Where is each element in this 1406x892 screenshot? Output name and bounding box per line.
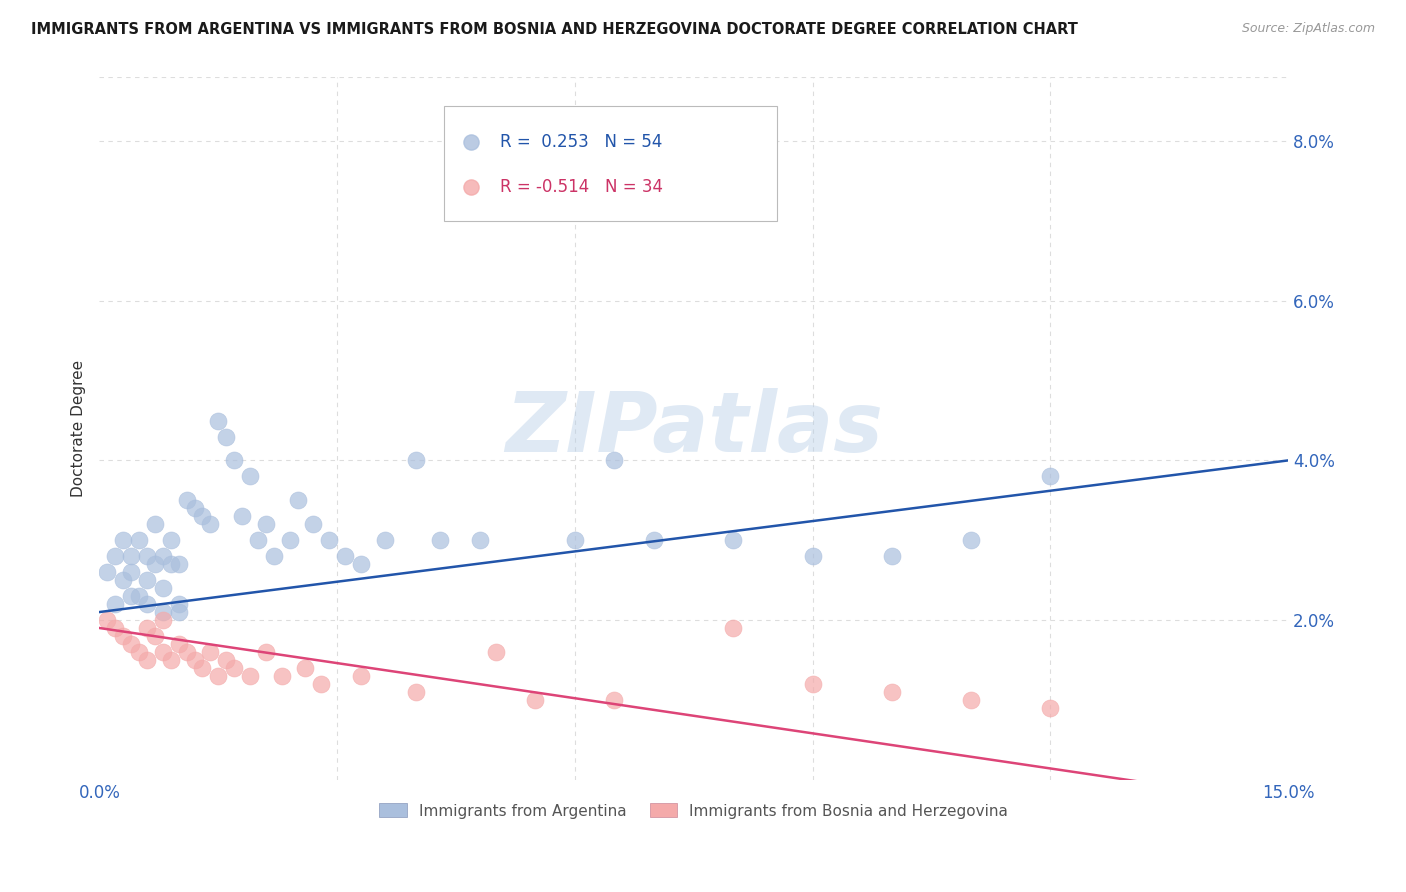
Point xyxy=(136,621,159,635)
Point xyxy=(318,533,340,548)
Point xyxy=(239,469,262,483)
Point xyxy=(143,517,166,532)
Point xyxy=(603,693,626,707)
Point xyxy=(167,605,190,619)
Point xyxy=(143,557,166,571)
Point xyxy=(239,669,262,683)
Point xyxy=(136,653,159,667)
Point xyxy=(564,533,586,548)
Point xyxy=(128,533,150,548)
Point xyxy=(960,693,983,707)
Point xyxy=(159,653,181,667)
Point xyxy=(136,549,159,564)
Point xyxy=(112,533,135,548)
Point xyxy=(159,557,181,571)
Point xyxy=(152,549,174,564)
Point xyxy=(405,685,427,699)
Point xyxy=(270,669,292,683)
Y-axis label: Doctorate Degree: Doctorate Degree xyxy=(72,360,86,497)
Point xyxy=(120,589,142,603)
Point xyxy=(333,549,356,564)
Point xyxy=(723,621,745,635)
Point xyxy=(374,533,396,548)
Point xyxy=(224,453,246,467)
Point xyxy=(723,533,745,548)
Point xyxy=(120,565,142,579)
Point xyxy=(120,637,142,651)
Point xyxy=(263,549,285,564)
Point xyxy=(468,533,491,548)
Point xyxy=(484,645,506,659)
Point xyxy=(880,549,903,564)
Point xyxy=(254,517,277,532)
Point xyxy=(128,645,150,659)
Point xyxy=(191,661,214,675)
Text: R = -0.514   N = 34: R = -0.514 N = 34 xyxy=(501,178,664,196)
Point xyxy=(207,669,229,683)
Text: ZIPatlas: ZIPatlas xyxy=(505,388,883,469)
Text: IMMIGRANTS FROM ARGENTINA VS IMMIGRANTS FROM BOSNIA AND HERZEGOVINA DOCTORATE DE: IMMIGRANTS FROM ARGENTINA VS IMMIGRANTS … xyxy=(31,22,1078,37)
Point xyxy=(350,669,373,683)
Point xyxy=(167,597,190,611)
Point xyxy=(231,509,253,524)
Point xyxy=(191,509,214,524)
Point xyxy=(246,533,269,548)
Text: R =  0.253   N = 54: R = 0.253 N = 54 xyxy=(501,133,662,151)
Point xyxy=(801,677,824,691)
Point xyxy=(224,661,246,675)
Point xyxy=(1039,700,1062,714)
Point xyxy=(176,645,198,659)
Point xyxy=(801,549,824,564)
FancyBboxPatch shape xyxy=(444,105,778,221)
Point xyxy=(524,693,547,707)
Point xyxy=(167,557,190,571)
Point xyxy=(159,533,181,548)
Point xyxy=(96,613,118,627)
Point xyxy=(200,517,222,532)
Point xyxy=(405,453,427,467)
Point xyxy=(152,581,174,595)
Point xyxy=(143,629,166,643)
Point xyxy=(96,565,118,579)
Point xyxy=(104,549,127,564)
Point xyxy=(1039,469,1062,483)
Point xyxy=(207,413,229,427)
Point xyxy=(643,533,665,548)
Point xyxy=(112,573,135,587)
Point xyxy=(120,549,142,564)
Point xyxy=(278,533,301,548)
Point xyxy=(104,621,127,635)
Point xyxy=(311,677,333,691)
Point xyxy=(294,661,316,675)
Point xyxy=(112,629,135,643)
Point xyxy=(176,493,198,508)
Point xyxy=(136,597,159,611)
Point xyxy=(183,501,205,516)
Point xyxy=(429,533,451,548)
Point xyxy=(960,533,983,548)
Legend: Immigrants from Argentina, Immigrants from Bosnia and Herzegovina: Immigrants from Argentina, Immigrants fr… xyxy=(373,797,1014,824)
Point xyxy=(104,597,127,611)
Point xyxy=(302,517,325,532)
Point xyxy=(350,557,373,571)
Point xyxy=(603,453,626,467)
Point xyxy=(167,637,190,651)
Point xyxy=(215,653,238,667)
Point xyxy=(183,653,205,667)
Point xyxy=(152,613,174,627)
Point xyxy=(152,645,174,659)
Point xyxy=(128,589,150,603)
Point xyxy=(152,605,174,619)
Text: Source: ZipAtlas.com: Source: ZipAtlas.com xyxy=(1241,22,1375,36)
Point xyxy=(287,493,309,508)
Point xyxy=(200,645,222,659)
Point xyxy=(136,573,159,587)
Point xyxy=(880,685,903,699)
Point xyxy=(215,429,238,443)
Point xyxy=(254,645,277,659)
Point xyxy=(501,190,523,204)
